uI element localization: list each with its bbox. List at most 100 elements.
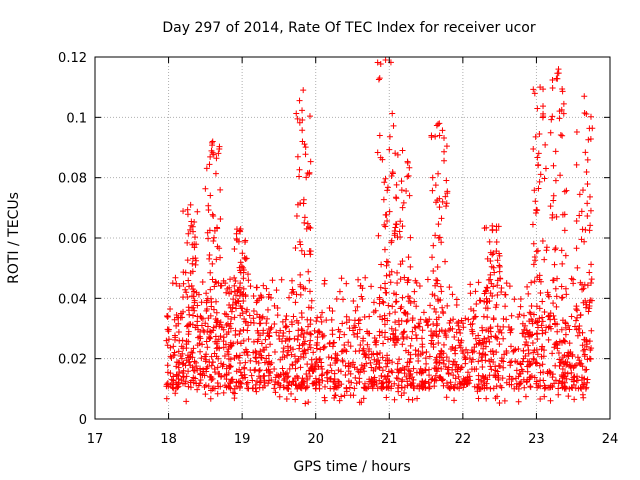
data-point bbox=[319, 365, 326, 372]
data-point bbox=[242, 319, 249, 326]
data-point bbox=[545, 324, 552, 331]
data-point bbox=[587, 207, 594, 214]
data-point bbox=[339, 320, 346, 327]
data-point bbox=[220, 361, 227, 368]
data-point bbox=[260, 282, 267, 289]
data-point bbox=[435, 314, 442, 321]
data-point bbox=[583, 366, 590, 373]
data-point bbox=[215, 150, 222, 157]
data-point bbox=[513, 367, 520, 374]
data-point bbox=[482, 357, 489, 364]
data-point bbox=[260, 327, 267, 334]
data-point bbox=[292, 245, 299, 252]
data-point bbox=[520, 376, 527, 383]
data-point bbox=[587, 113, 594, 120]
data-point bbox=[577, 312, 584, 319]
data-point bbox=[245, 336, 252, 343]
data-point bbox=[280, 377, 287, 384]
data-point bbox=[254, 378, 261, 385]
data-point bbox=[183, 345, 190, 352]
data-point bbox=[163, 381, 170, 388]
data-point bbox=[377, 350, 384, 357]
data-point bbox=[290, 346, 297, 353]
data-point bbox=[238, 372, 245, 379]
data-point bbox=[193, 363, 200, 370]
data-point bbox=[563, 291, 570, 298]
data-point bbox=[486, 238, 493, 245]
data-point bbox=[492, 367, 499, 374]
data-point bbox=[558, 247, 565, 254]
data-point bbox=[402, 309, 409, 316]
data-point bbox=[493, 301, 500, 308]
data-point bbox=[173, 363, 180, 370]
data-point bbox=[460, 324, 467, 331]
data-point bbox=[436, 132, 443, 139]
data-point bbox=[203, 165, 210, 172]
data-point bbox=[424, 322, 431, 329]
data-point bbox=[384, 187, 391, 194]
data-point bbox=[449, 325, 456, 332]
data-point bbox=[186, 321, 193, 328]
data-point bbox=[576, 323, 583, 330]
data-point bbox=[215, 370, 222, 377]
data-point bbox=[231, 314, 238, 321]
data-point bbox=[393, 181, 400, 188]
data-point bbox=[493, 383, 500, 390]
data-point bbox=[338, 275, 345, 282]
data-point bbox=[445, 358, 452, 365]
data-point bbox=[588, 279, 595, 286]
data-point bbox=[469, 330, 476, 337]
data-point bbox=[280, 384, 287, 391]
data-point bbox=[261, 359, 268, 366]
data-point bbox=[500, 315, 507, 322]
data-point bbox=[208, 353, 215, 360]
data-point bbox=[327, 362, 334, 369]
data-point bbox=[472, 288, 479, 295]
data-point bbox=[183, 398, 190, 405]
data-point bbox=[525, 330, 532, 337]
data-point bbox=[184, 211, 191, 218]
data-point bbox=[509, 375, 516, 382]
data-point bbox=[301, 141, 308, 148]
data-point bbox=[199, 279, 206, 286]
data-point bbox=[436, 359, 443, 366]
data-point bbox=[399, 258, 406, 265]
data-point bbox=[483, 384, 490, 391]
data-point bbox=[583, 337, 590, 344]
data-point bbox=[307, 364, 314, 371]
data-point bbox=[402, 347, 409, 354]
data-point bbox=[584, 376, 591, 383]
data-point bbox=[254, 311, 261, 318]
data-point bbox=[503, 280, 510, 287]
x-tick-label: 20 bbox=[307, 432, 324, 447]
data-point bbox=[539, 318, 546, 325]
data-point bbox=[207, 286, 214, 293]
data-point bbox=[256, 379, 263, 386]
data-point bbox=[209, 211, 216, 218]
data-point bbox=[516, 311, 523, 318]
data-point bbox=[534, 154, 541, 161]
data-point bbox=[417, 316, 424, 323]
data-point bbox=[312, 375, 319, 382]
data-point bbox=[343, 348, 350, 355]
data-point bbox=[316, 379, 323, 386]
data-point bbox=[325, 354, 332, 361]
data-point bbox=[399, 223, 406, 230]
data-point bbox=[228, 315, 235, 322]
data-point bbox=[303, 174, 310, 181]
data-point bbox=[237, 369, 244, 376]
data-point bbox=[292, 396, 299, 403]
data-point bbox=[539, 298, 546, 305]
data-point bbox=[297, 283, 304, 290]
data-point bbox=[210, 234, 217, 241]
data-point bbox=[382, 329, 389, 336]
data-point bbox=[170, 343, 177, 350]
data-point bbox=[442, 258, 449, 265]
data-point bbox=[196, 340, 203, 347]
data-point bbox=[302, 400, 309, 407]
data-point bbox=[266, 332, 273, 339]
data-point bbox=[207, 334, 214, 341]
data-point bbox=[378, 372, 385, 379]
data-point bbox=[179, 314, 186, 321]
data-point bbox=[241, 364, 248, 371]
